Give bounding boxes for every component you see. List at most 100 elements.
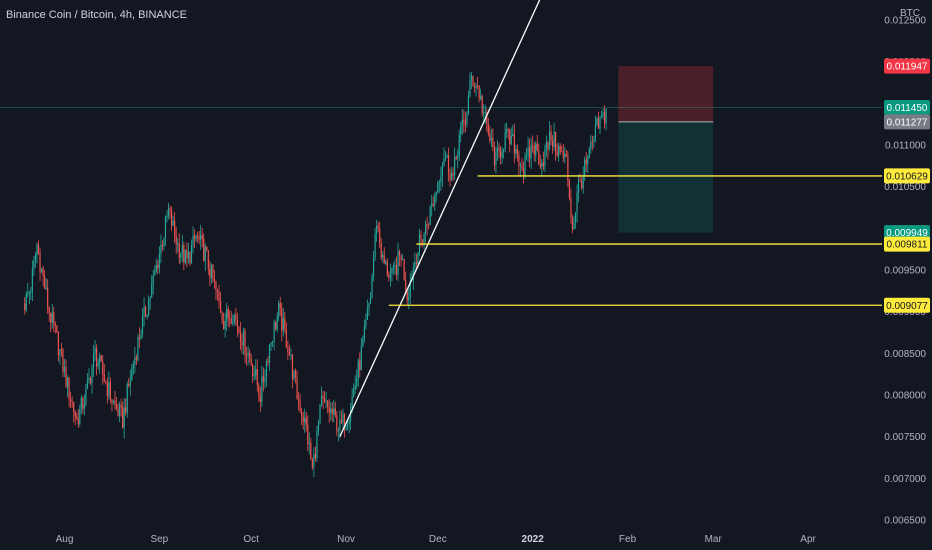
candle-body — [264, 376, 266, 382]
candle-body — [288, 352, 291, 356]
candle-body — [314, 454, 317, 459]
candle-body — [377, 225, 379, 229]
candle-body — [504, 132, 506, 150]
price-tick-label: 0.008000 — [884, 391, 926, 402]
position-tool[interactable] — [618, 66, 714, 233]
price-tick-label: 0.007500 — [884, 432, 926, 443]
candle-body — [262, 376, 264, 382]
candle-body — [226, 308, 228, 322]
candle-body — [140, 334, 142, 339]
candle-body — [92, 353, 95, 368]
take-profit-zone[interactable] — [618, 121, 714, 233]
candle-body — [299, 401, 301, 413]
candle-body — [402, 258, 404, 261]
candle-body — [186, 250, 188, 259]
time-tick-label: Nov — [337, 534, 355, 545]
candle-body — [417, 252, 419, 265]
candle-body — [115, 404, 118, 409]
candle-body — [602, 112, 604, 116]
candle-body — [529, 147, 531, 159]
candle-body — [386, 261, 388, 276]
price-label-bg — [884, 58, 930, 74]
candle-body — [74, 411, 76, 417]
candle-body — [265, 361, 268, 377]
candle-body — [490, 137, 492, 141]
candle-body — [567, 155, 569, 181]
price-label-bg — [884, 236, 930, 252]
candle-body — [498, 148, 500, 151]
candle-body — [308, 442, 310, 445]
price-label-badge: 0.011947 — [884, 58, 930, 74]
candle-body — [533, 145, 535, 155]
candle-body — [193, 235, 196, 240]
candle-body — [587, 158, 589, 164]
candle-body — [37, 244, 40, 253]
candle-body — [368, 303, 370, 309]
price-label-text: 0.010629 — [886, 171, 928, 182]
candle-body — [198, 236, 200, 240]
candle-body — [584, 159, 586, 177]
candle-body — [30, 291, 32, 293]
candle-body — [458, 135, 460, 157]
candle-body — [486, 112, 488, 124]
candle-body — [224, 321, 226, 329]
candle-body — [180, 253, 182, 258]
candle-body — [371, 276, 373, 298]
price-label-badge: 0.011277 — [884, 114, 930, 130]
candle-body — [183, 245, 185, 263]
horizontal-levels[interactable] — [388, 175, 882, 306]
candle-body — [336, 415, 338, 432]
candle-body — [325, 400, 327, 402]
candle-body — [503, 149, 505, 152]
candle-body — [424, 224, 427, 234]
candle-body — [564, 154, 566, 158]
candle-body — [210, 264, 212, 278]
candle-body — [466, 113, 468, 125]
candle-body — [345, 425, 347, 430]
candle-body — [483, 113, 485, 115]
price-label-badge: 0.009811 — [884, 236, 930, 252]
candle-body — [484, 112, 486, 114]
candle-body — [273, 322, 275, 342]
candle-body — [181, 245, 183, 254]
candle-body — [108, 381, 110, 396]
candle-body — [469, 80, 471, 96]
candle-body — [536, 143, 538, 151]
candle-body — [382, 254, 384, 258]
candle-body — [426, 224, 428, 226]
candle-body — [66, 377, 69, 388]
candle-body — [412, 267, 414, 281]
candle-body — [143, 306, 145, 316]
candle-body — [171, 209, 173, 226]
candle-body — [337, 430, 339, 432]
candle-body — [97, 363, 99, 367]
candle-body — [558, 146, 560, 156]
candle-body — [340, 419, 343, 423]
candle-body — [50, 313, 52, 323]
candle-body — [65, 367, 67, 388]
candle-body — [319, 405, 321, 423]
candle-body — [322, 396, 324, 399]
candle-body — [96, 348, 98, 367]
candle-body — [39, 252, 41, 273]
candle-body — [158, 254, 160, 269]
candle-body — [591, 141, 593, 143]
candle-body — [562, 151, 564, 158]
candle-body — [112, 400, 115, 403]
price-axis[interactable]: 0.0125000.0120000.0115000.0110000.010500… — [884, 16, 926, 527]
candle-body — [369, 297, 372, 304]
candle-body — [343, 413, 346, 430]
trendline[interactable] — [339, 0, 542, 437]
candle-body — [551, 140, 554, 147]
price-label-badge: 0.010629 — [884, 168, 930, 184]
candle-body — [414, 262, 416, 268]
candle-body — [241, 341, 243, 346]
candle-body — [320, 396, 323, 406]
time-axis[interactable]: Aug Sep Oct Nov Dec 2022 Feb Mar Apr — [56, 534, 817, 545]
stop-loss-zone[interactable] — [618, 66, 714, 122]
candle-body — [229, 317, 231, 320]
candle-body — [189, 251, 191, 263]
candlestick-series — [24, 72, 607, 478]
candle-body — [77, 418, 79, 425]
